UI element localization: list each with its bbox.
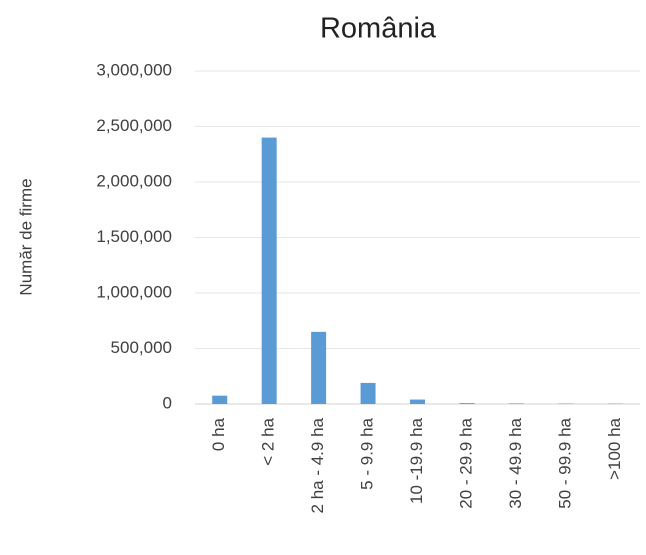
y-tick-label: 1,000,000 — [96, 282, 172, 301]
bar — [261, 137, 277, 404]
x-tick-label: 10 -19.9 ha — [407, 417, 426, 504]
chart-title: România — [320, 13, 437, 45]
y-tick-label: 2,500,000 — [96, 116, 172, 135]
bar — [508, 403, 524, 404]
x-tick-label: 50 - 99.9 ha — [555, 417, 574, 508]
x-tick-label: 30 - 49.9 ha — [506, 417, 525, 508]
bar — [459, 403, 475, 404]
x-tick-label: 20 - 29.9 ha — [456, 417, 475, 508]
bar — [212, 395, 228, 404]
x-tick-label: >100 ha — [605, 417, 624, 479]
x-tick-label: 0 ha — [209, 417, 228, 451]
y-tick-label: 1,500,000 — [96, 227, 172, 246]
bar — [410, 399, 425, 404]
y-tick-label: 2,000,000 — [96, 171, 172, 190]
y-tick-label: 500,000 — [111, 338, 172, 357]
x-tick-label: 2 ha - 4.9 ha — [308, 417, 327, 513]
bar — [311, 331, 327, 404]
y-tick-label: 3,000,000 — [96, 60, 172, 79]
x-tick-label: < 2 ha — [259, 417, 278, 465]
y-tick-label: 0 — [163, 393, 172, 412]
x-tick-label: 5 - 9.9 ha — [358, 417, 377, 489]
bar — [360, 382, 376, 404]
y-axis-label: Număr de firme — [16, 178, 35, 295]
